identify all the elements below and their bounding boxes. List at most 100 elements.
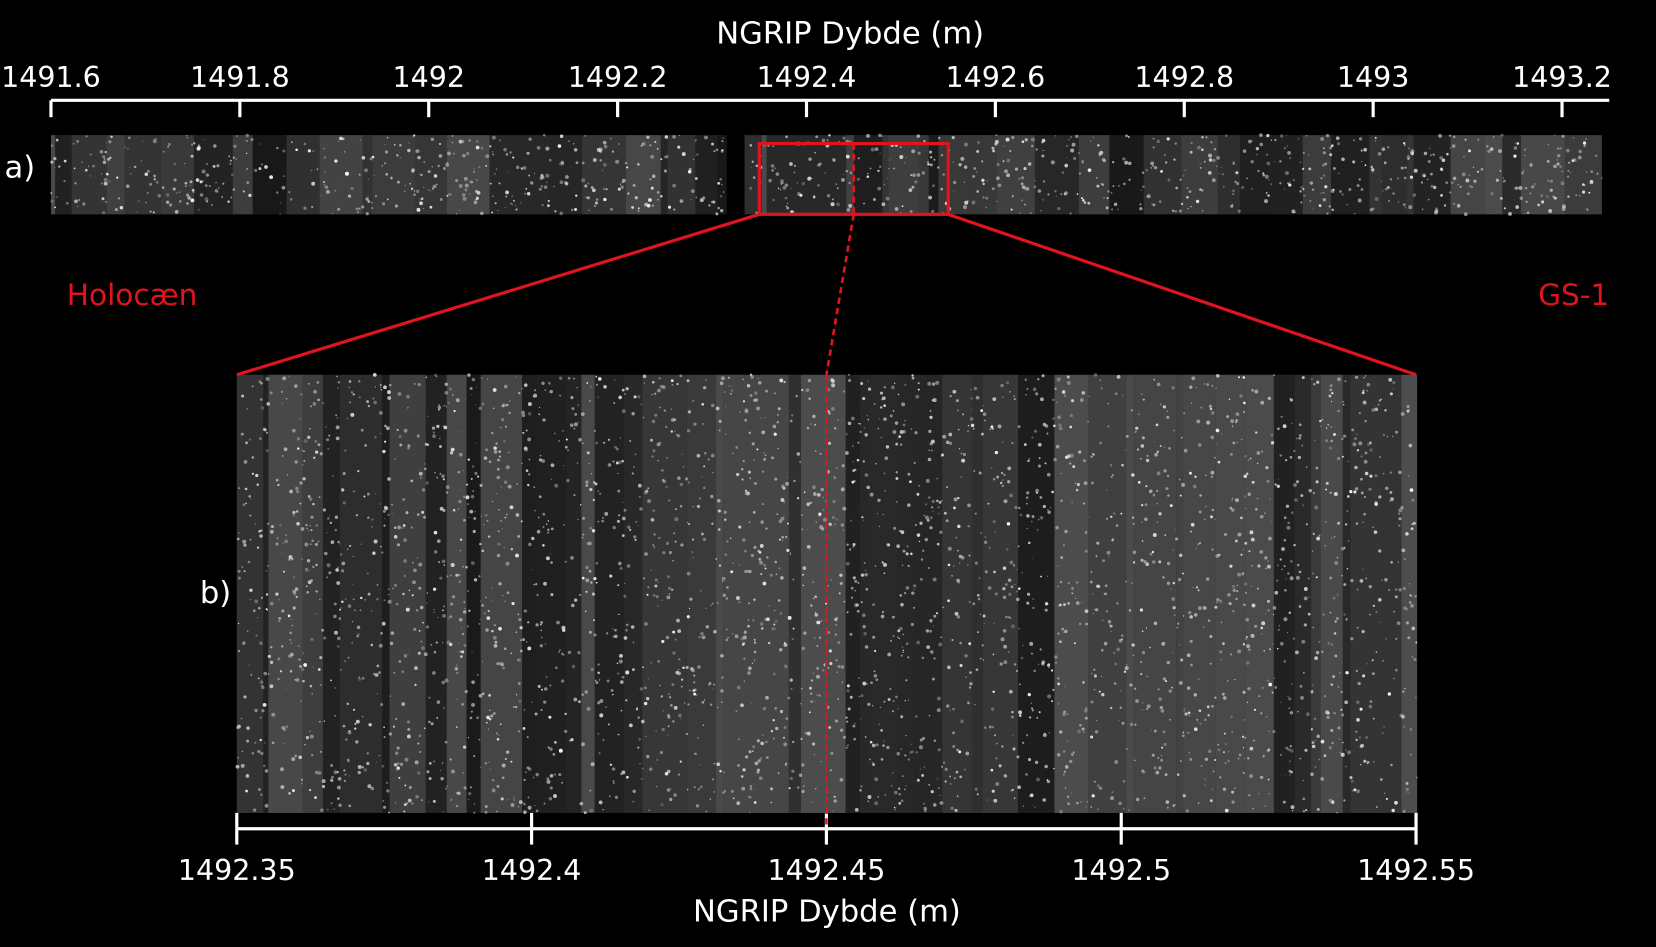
core-band <box>582 135 626 215</box>
core-speckle <box>1095 555 1098 557</box>
core-speckle <box>820 487 825 492</box>
core-speckle <box>978 577 981 579</box>
core-speckle <box>1197 443 1202 447</box>
core-speckle <box>294 384 298 388</box>
core-speckle <box>1270 441 1275 445</box>
core-speckle <box>1374 502 1378 506</box>
core-speckle <box>1326 715 1330 720</box>
core-speckle <box>701 532 704 536</box>
core-speckle <box>866 414 869 417</box>
core-speckle <box>1204 518 1206 521</box>
core-speckle <box>828 726 832 729</box>
core-speckle <box>105 200 107 203</box>
core-speckle <box>163 150 165 153</box>
core-speckle <box>545 146 550 151</box>
core-speckle <box>1266 479 1270 483</box>
core-speckle <box>1208 158 1213 162</box>
core-speckle <box>1173 158 1176 161</box>
core-speckle <box>1090 806 1093 808</box>
core-speckle <box>1197 606 1202 611</box>
core-speckle <box>1251 388 1254 392</box>
core-speckle <box>1334 560 1339 565</box>
core-speckle <box>603 187 606 191</box>
core-speckle <box>475 196 479 200</box>
core-speckle <box>668 593 671 595</box>
core-speckle <box>699 764 701 766</box>
core-speckle <box>1266 679 1269 682</box>
core-speckle <box>425 625 430 629</box>
core-speckle <box>345 738 348 741</box>
core-speckle <box>1180 760 1182 763</box>
core-speckle <box>301 667 305 671</box>
core-speckle <box>895 442 899 446</box>
core-speckle <box>1384 578 1387 581</box>
core-speckle <box>700 590 702 592</box>
core-speckle <box>775 726 779 731</box>
core-speckle <box>1316 807 1320 811</box>
core-speckle <box>914 461 916 464</box>
core-speckle <box>1066 795 1070 799</box>
core-speckle <box>1343 583 1347 586</box>
core-speckle <box>481 604 484 607</box>
core-speckle <box>783 726 787 729</box>
core-speckle <box>1058 377 1061 380</box>
core-speckle <box>493 407 495 409</box>
core-speckle <box>864 433 868 437</box>
core-speckle <box>1214 456 1216 459</box>
core-speckle <box>1087 201 1091 205</box>
core-speckle <box>609 795 611 797</box>
core-speckle <box>700 631 704 636</box>
core-speckle <box>636 162 640 166</box>
core-speckle <box>511 601 515 606</box>
core-speckle <box>1244 757 1246 760</box>
core-speckle <box>654 392 657 395</box>
core-speckle <box>406 406 409 409</box>
core-speckle <box>505 465 510 470</box>
core-band <box>124 135 161 215</box>
core-speckle <box>294 460 298 464</box>
core-speckle <box>539 454 542 457</box>
core-speckle <box>1226 415 1230 419</box>
core-speckle <box>1220 621 1223 624</box>
core-speckle <box>1339 751 1341 753</box>
core-speckle <box>650 662 653 664</box>
core-speckle <box>857 677 860 680</box>
core-speckle <box>644 552 648 556</box>
core-speckle <box>409 182 412 185</box>
core-speckle <box>626 564 631 568</box>
core-speckle <box>901 205 904 208</box>
core-speckle <box>525 188 528 190</box>
core-speckle <box>818 636 822 639</box>
core-speckle <box>1318 758 1320 761</box>
core-speckle <box>535 583 538 586</box>
core-speckle <box>559 394 562 397</box>
core-speckle <box>867 702 871 706</box>
core-speckle <box>1403 558 1407 561</box>
core-speckle <box>1242 376 1246 379</box>
core-speckle <box>510 760 513 763</box>
core-speckle <box>748 750 752 754</box>
core-speckle <box>1082 502 1085 505</box>
core-speckle <box>737 738 740 741</box>
core-speckle <box>1299 190 1302 193</box>
core-speckle <box>659 406 661 409</box>
core-speckle <box>716 762 721 767</box>
core-speckle <box>1524 148 1527 150</box>
core-speckle <box>1500 133 1504 137</box>
core-speckle <box>285 688 287 690</box>
core-speckle <box>955 399 959 403</box>
core-speckle <box>1371 672 1375 676</box>
core-speckle <box>866 133 870 138</box>
core-speckle <box>527 796 530 799</box>
core-speckle <box>1464 138 1467 141</box>
core-speckle <box>376 583 379 586</box>
core-speckle <box>904 788 906 791</box>
core-speckle <box>1321 163 1326 167</box>
core-speckle <box>851 416 855 421</box>
core-speckle <box>852 460 854 463</box>
core-speckle <box>467 373 471 377</box>
core-speckle <box>982 659 984 661</box>
core-band <box>1143 135 1182 215</box>
core-speckle <box>443 605 446 608</box>
core-speckle <box>1104 592 1108 596</box>
